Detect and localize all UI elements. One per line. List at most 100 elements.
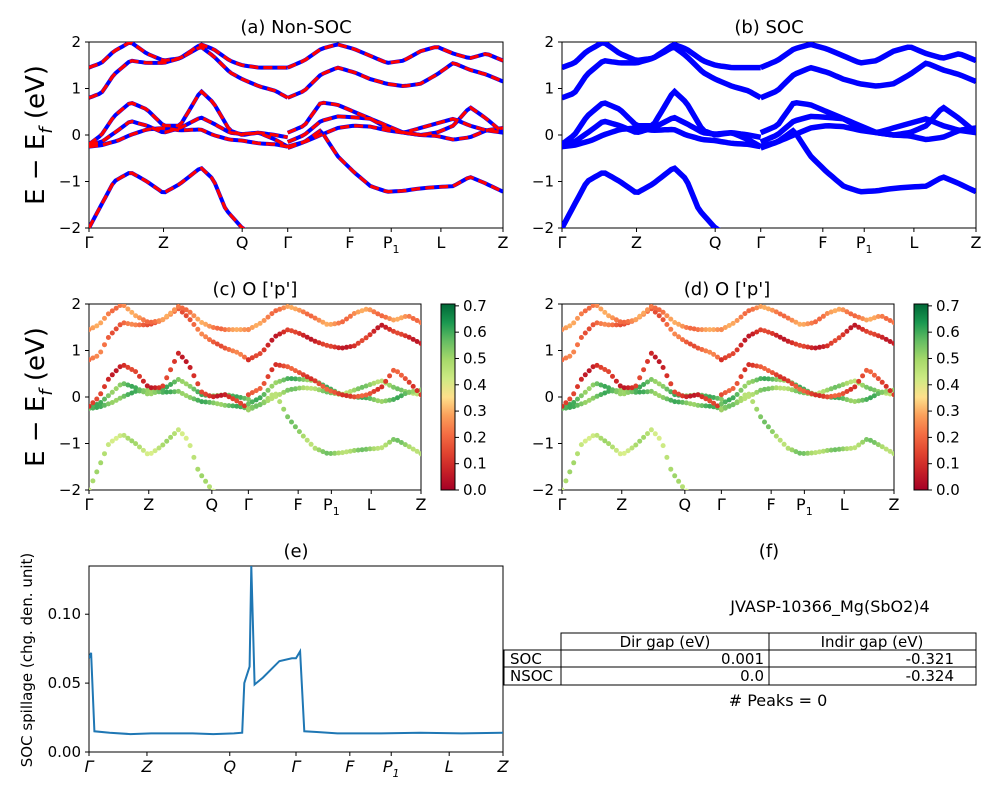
proj-point	[805, 344, 811, 350]
proj-point	[680, 484, 685, 490]
proj-point	[848, 445, 854, 451]
panel-e-spillage: (e) 0.00 0.05 0.10 Γ Z Q Γ F P1 L Z	[48, 541, 510, 780]
proj-point	[606, 385, 612, 391]
proj-point	[875, 333, 881, 339]
x-tick-label: P1	[856, 233, 873, 256]
proj-point	[656, 359, 662, 365]
x-tick-label: Γ	[85, 233, 94, 252]
band-line-9	[89, 42, 288, 70]
proj-point	[789, 381, 795, 387]
proj-point	[230, 327, 236, 333]
proj-point	[852, 313, 858, 319]
proj-point	[828, 340, 834, 346]
proj-point	[777, 385, 783, 391]
proj-point	[567, 396, 573, 402]
proj-point	[715, 327, 720, 333]
proj-point	[320, 319, 326, 325]
proj-point	[312, 445, 318, 451]
colorbar	[913, 303, 929, 491]
proj-point	[102, 451, 107, 457]
proj-point	[871, 393, 877, 399]
proj-point	[820, 313, 826, 319]
table-header-indir: Indir gap (eV)	[821, 633, 924, 651]
proj-point	[328, 451, 334, 456]
proj-point	[817, 316, 822, 322]
proj-point	[824, 343, 830, 349]
proj-point	[355, 340, 361, 346]
proj-point	[363, 392, 369, 398]
proj-point	[234, 398, 240, 404]
proj-point	[414, 448, 420, 454]
proj-point	[844, 309, 850, 315]
proj-point	[187, 395, 193, 400]
proj-point	[664, 396, 670, 402]
proj-point	[887, 339, 893, 344]
proj-point	[785, 445, 791, 451]
table-header-dir: Dir gap (eV)	[620, 633, 711, 651]
proj-point	[137, 373, 142, 379]
proj-point	[715, 395, 720, 401]
proj-point	[672, 331, 678, 337]
proj-point	[793, 319, 799, 325]
proj-point	[687, 325, 693, 331]
proj-point	[836, 383, 842, 389]
proj-point	[312, 386, 318, 392]
proj-point	[871, 440, 877, 445]
proj-point	[691, 402, 697, 407]
proj-point	[562, 403, 565, 409]
proj-point	[582, 372, 588, 378]
proj-point	[168, 367, 174, 373]
proj-point	[598, 392, 604, 398]
proj-point	[102, 315, 107, 321]
proj-point	[656, 435, 662, 441]
proj-point	[590, 304, 596, 308]
proj-point	[395, 316, 400, 322]
proj-point	[219, 494, 224, 499]
proj-point	[89, 487, 92, 490]
proj-point	[148, 319, 154, 325]
proj-point	[637, 375, 643, 381]
proj-point	[340, 345, 345, 351]
proj-point	[406, 444, 412, 450]
proj-point	[617, 383, 623, 389]
proj-point	[801, 321, 807, 327]
proj-point	[879, 313, 885, 319]
proj-point	[285, 327, 291, 333]
proj-point	[179, 431, 185, 437]
proj-point	[94, 469, 100, 475]
proj-point	[320, 388, 326, 394]
proj-point	[238, 400, 244, 406]
proj-point	[722, 325, 728, 330]
proj-point	[285, 414, 291, 420]
proj-point	[214, 325, 220, 331]
proj-point	[852, 322, 858, 328]
proj-point	[125, 306, 131, 312]
proj-point	[707, 403, 713, 409]
proj-point	[707, 501, 712, 506]
proj-point	[699, 498, 704, 503]
proj-point	[129, 438, 135, 444]
ylabel-middle: E − Ef (eV)	[21, 327, 57, 467]
proj-point	[148, 450, 154, 456]
proj-point	[234, 394, 240, 400]
proj-point	[758, 387, 764, 393]
proj-point	[868, 369, 873, 375]
proj-point	[223, 497, 228, 502]
proj-point	[395, 395, 400, 401]
proj-point	[860, 326, 866, 332]
proj-point	[730, 402, 736, 407]
proj-point	[125, 364, 131, 370]
proj-point	[296, 376, 302, 382]
proj-point	[234, 327, 240, 333]
proj-point	[371, 389, 377, 394]
proj-point	[410, 336, 416, 342]
proj-point	[582, 438, 588, 444]
proj-point	[340, 319, 345, 325]
proj-point	[699, 347, 705, 352]
proj-point	[344, 344, 349, 350]
x-tick-label: Γ	[85, 495, 94, 514]
proj-point	[410, 316, 416, 321]
y-tick-label: −1	[59, 435, 81, 453]
proj-point	[621, 319, 627, 325]
proj-point	[387, 316, 393, 322]
